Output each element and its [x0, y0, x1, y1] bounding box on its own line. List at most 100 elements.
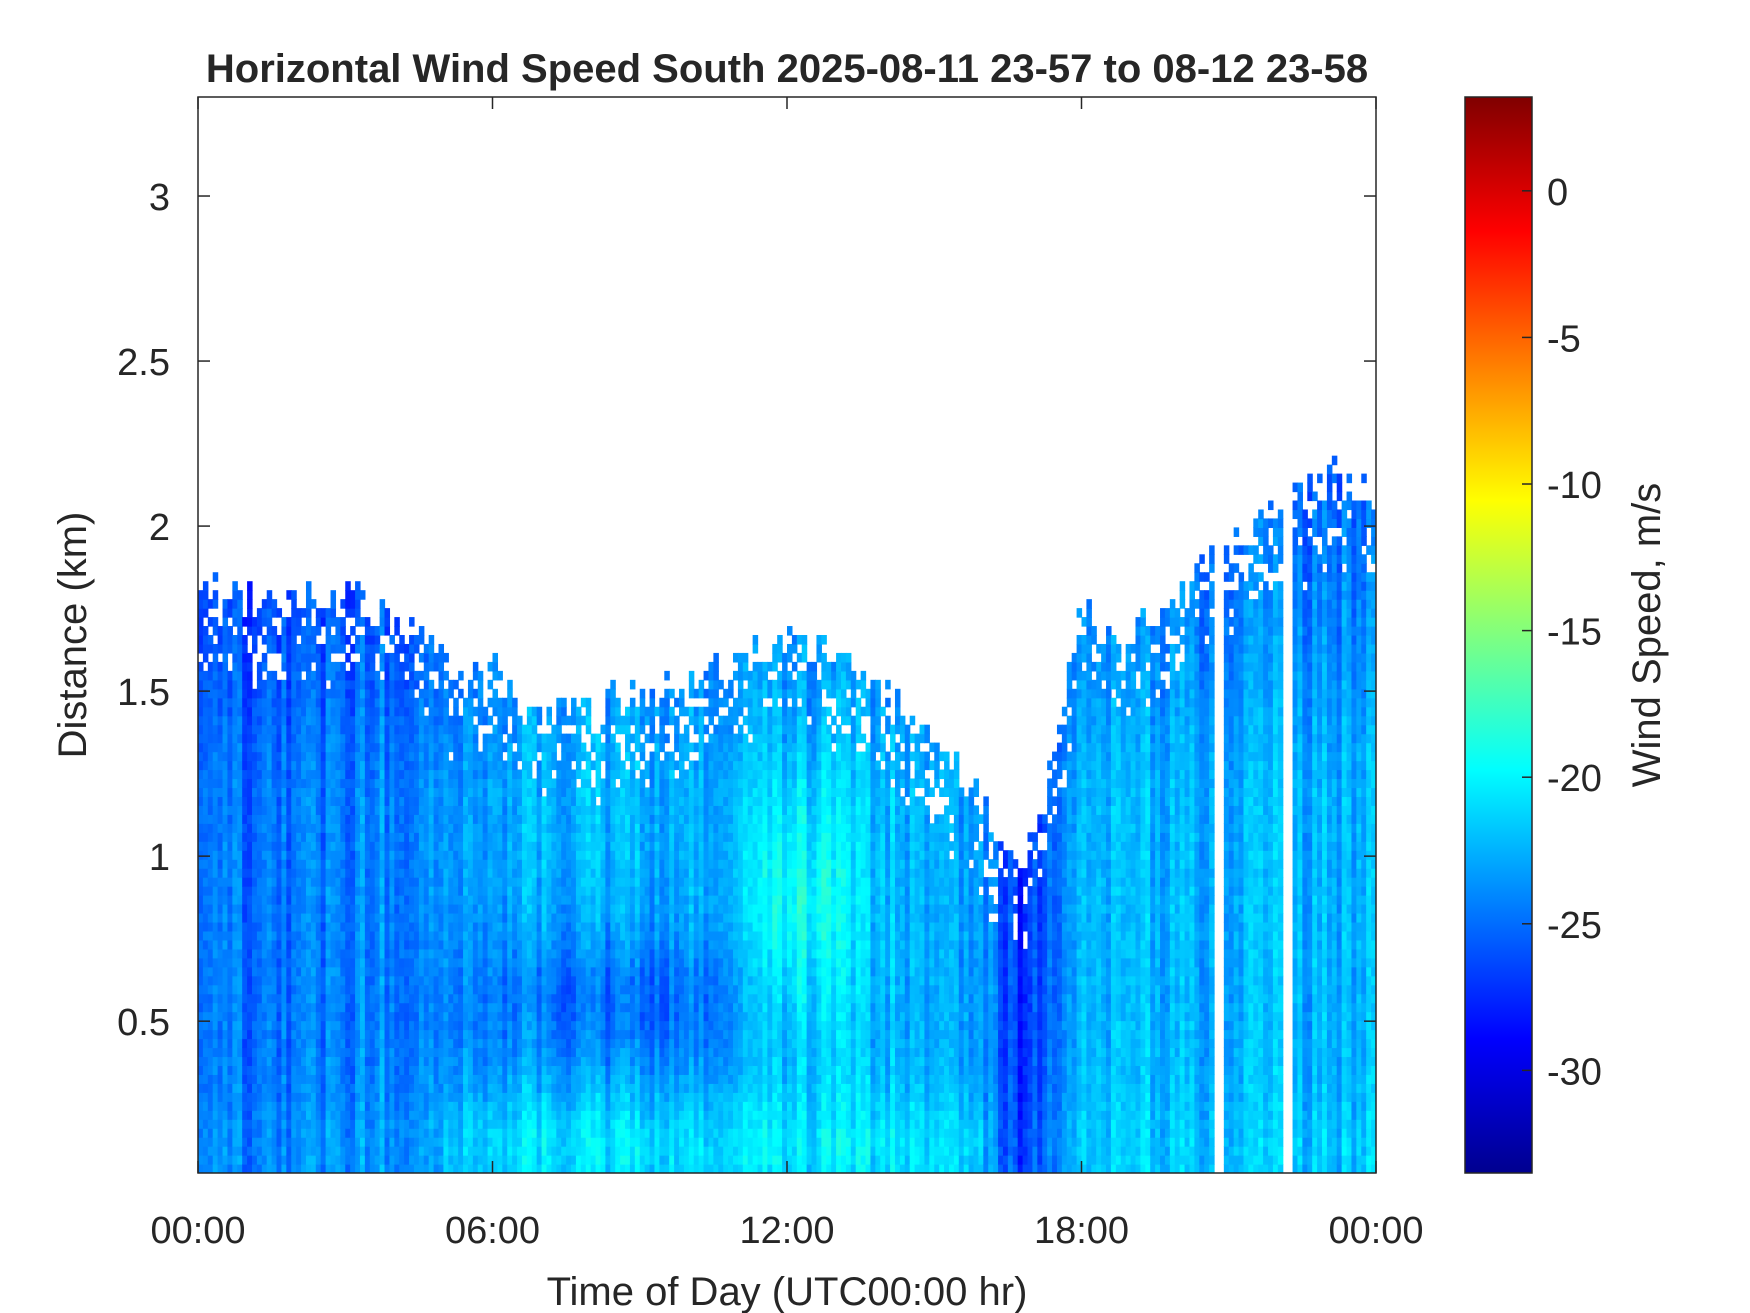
heatmap-cell	[242, 724, 248, 735]
heatmap-cell	[551, 805, 557, 815]
heatmap-cell	[561, 733, 567, 744]
heatmap-cell	[227, 643, 233, 654]
heatmap-cell	[492, 1119, 499, 1129]
heatmap-cell	[305, 957, 312, 968]
heatmap-cell	[217, 1101, 224, 1111]
heatmap-cell	[443, 1029, 449, 1040]
heatmap-cell	[242, 1038, 248, 1049]
heatmap-cell	[261, 1092, 268, 1102]
heatmap-cell	[438, 760, 445, 771]
heatmap-cell	[458, 1164, 464, 1173]
heatmap-cell	[556, 975, 562, 986]
heatmap-cell	[580, 948, 587, 959]
heatmap-cell	[595, 1092, 602, 1102]
heatmap-cell	[448, 778, 454, 789]
heatmap-cell	[571, 984, 577, 995]
heatmap-cell	[310, 706, 317, 717]
heatmap-cell	[227, 1047, 233, 1058]
heatmap-cell	[556, 930, 562, 941]
heatmap-cell	[463, 742, 469, 753]
heatmap-cell	[404, 877, 410, 887]
heatmap-cell	[340, 617, 346, 627]
heatmap-cell	[463, 787, 469, 797]
heatmap-cell	[610, 1128, 616, 1138]
heatmap-cell	[458, 805, 464, 815]
heatmap-cell	[242, 814, 248, 824]
heatmap-cell	[399, 1146, 405, 1156]
heatmap-cell	[409, 966, 415, 977]
heatmap-cell	[413, 1029, 420, 1040]
heatmap-cell	[232, 877, 238, 887]
heatmap-cell	[301, 1083, 307, 1093]
heatmap-cell	[409, 904, 415, 914]
heatmap-cell	[301, 1056, 307, 1066]
heatmap-cell	[575, 1128, 582, 1138]
heatmap-cell	[507, 939, 513, 950]
heatmap-cell	[556, 966, 562, 977]
heatmap-cell	[472, 688, 479, 699]
heatmap-cell	[487, 751, 494, 762]
heatmap-cell	[590, 805, 597, 815]
heatmap-cell	[227, 1065, 233, 1075]
heatmap-cell	[266, 868, 273, 878]
heatmap-cell	[198, 832, 204, 842]
heatmap-cell	[247, 796, 253, 806]
heatmap-cell	[453, 1110, 459, 1120]
heatmap-cell	[536, 832, 543, 842]
heatmap-cell	[286, 1110, 292, 1120]
heatmap-cell	[512, 787, 518, 797]
heatmap-cell	[301, 1074, 307, 1084]
heatmap-cell	[305, 787, 312, 797]
heatmap-cell	[546, 1020, 552, 1031]
heatmap-cell	[330, 608, 337, 618]
heatmap-cell	[330, 1002, 337, 1013]
heatmap-cell	[521, 957, 528, 968]
heatmap-cell	[261, 948, 268, 959]
heatmap-cell	[325, 1029, 332, 1040]
heatmap-cell	[556, 760, 562, 771]
heatmap-cell	[256, 1101, 263, 1111]
heatmap-cell	[359, 1074, 366, 1084]
heatmap-cell	[227, 904, 233, 914]
heatmap-cell	[497, 1065, 503, 1075]
heatmap-cell	[374, 868, 381, 878]
heatmap-cell	[350, 643, 356, 654]
heatmap-cell	[281, 760, 287, 771]
heatmap-cell	[418, 814, 425, 824]
heatmap-cell	[595, 895, 602, 905]
heatmap-cell	[384, 877, 391, 887]
heatmap-cell	[237, 751, 243, 762]
heatmap-cell	[399, 939, 405, 950]
heatmap-cell	[286, 697, 292, 708]
heatmap-cell	[212, 787, 219, 797]
heatmap-cell	[590, 1164, 597, 1173]
heatmap-cell	[546, 751, 552, 762]
heatmap-cell	[502, 1074, 508, 1084]
heatmap-cell	[463, 886, 469, 896]
heatmap-cell	[531, 1065, 538, 1075]
heatmap-cell	[517, 1002, 523, 1013]
heatmap-cell	[340, 975, 346, 986]
heatmap-cell	[492, 814, 499, 824]
heatmap-cell	[281, 778, 287, 789]
heatmap-cell	[291, 733, 297, 744]
heatmap-cell	[521, 760, 528, 771]
heatmap-cell	[355, 590, 361, 600]
heatmap-cell	[610, 760, 616, 771]
heatmap-cell	[384, 948, 391, 959]
heatmap-cell	[271, 1119, 278, 1129]
heatmap-cell	[242, 787, 248, 797]
heatmap-cell	[472, 1047, 479, 1058]
heatmap-cell	[433, 886, 440, 896]
heatmap-cell	[276, 814, 283, 824]
heatmap-cell	[458, 1137, 464, 1147]
heatmap-cell	[222, 617, 229, 627]
heatmap-cell	[615, 859, 621, 869]
heatmap-cell	[261, 975, 268, 986]
heatmap-cell	[561, 1110, 567, 1120]
heatmap-cell	[600, 778, 606, 789]
heatmap-cell	[247, 814, 253, 824]
heatmap-cell	[551, 751, 557, 762]
heatmap-cell	[413, 643, 420, 654]
heatmap-cell	[345, 1056, 351, 1066]
